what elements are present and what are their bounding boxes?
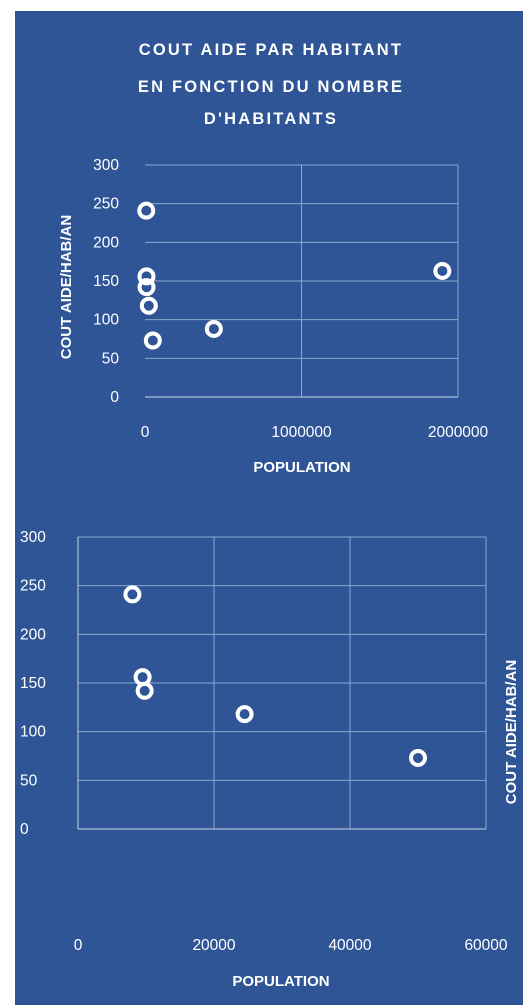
chart-2-y-tick-label: 250: [20, 578, 46, 595]
chart-1-y-tick-label: 50: [102, 350, 120, 367]
chart-1-gridlines: [145, 164, 459, 398]
chart-2-gridlines: [77, 536, 487, 830]
chart-1-data-point: [433, 261, 452, 280]
chart-2-data-point: [235, 705, 254, 724]
chart-1-y-tick-label: 0: [110, 389, 119, 406]
chart-1-x-axis-title: POPULATION: [253, 459, 350, 476]
chart-2-y-tick-label: 0: [20, 821, 29, 838]
chart-1-data-point: [137, 278, 156, 297]
chart-1-x-tick-label: 0: [141, 424, 150, 441]
chart-2-x-tick-label: 0: [74, 937, 83, 954]
chart-1-y-tick-label: 300: [93, 157, 119, 174]
chart-2: 0 50 100 150 200 250 300 0 20000 40000 60000 POPU…: [20, 529, 520, 990]
chart-1-data-point: [137, 267, 156, 286]
chart-2-data-point: [135, 681, 154, 700]
chart-1-data-point: [204, 319, 223, 338]
chart-2-y-tick-label: 200: [20, 626, 46, 643]
chart-1-title-line-3: D'HABITANTS: [204, 110, 338, 128]
chart-1-y-tick-label: 100: [93, 312, 119, 329]
chart-2-data-point: [123, 585, 142, 604]
chart-2-y-tick-label: 150: [20, 675, 46, 692]
chart-1-data-point: [143, 331, 162, 350]
chart-2-x-tick-labels: 0 20000 40000 60000: [74, 937, 508, 954]
chart-1-y-tick-labels: 0 50 100 150 200 250 300: [93, 157, 119, 406]
chart-2-x-tick-label: 60000: [464, 937, 507, 954]
chart-1-y-tick-label: 250: [93, 196, 119, 213]
chart-1-title-line-1: COUT AIDE PAR HABITANT: [139, 41, 403, 59]
chart-1-title-line-2: EN FONCTION DU NOMBRE: [138, 78, 404, 96]
chart-2-x-axis-title: POPULATION: [232, 973, 329, 990]
chart-1-data-point: [137, 201, 156, 220]
chart-2-y-tick-labels: 0 50 100 150 200 250 300: [20, 529, 46, 838]
chart-panel: [15, 11, 523, 1005]
chart-2-data-point: [409, 748, 427, 767]
chart-1-x-tick-labels: 0 1000000 2000000: [141, 424, 489, 441]
chart-1-y-tick-label: 200: [93, 234, 119, 251]
chart-1-y-axis-title: COUT AIDE/HAB/AN: [58, 215, 75, 359]
chart-1: COUT AIDE PAR HABITANT EN FONCTION DU NO…: [58, 41, 489, 476]
chart-1-x-tick-label: 1000000: [271, 424, 332, 441]
chart-2-x-tick-label: 20000: [192, 937, 235, 954]
chart-2-points: [123, 585, 427, 767]
chart-2-y-tick-label: 50: [20, 772, 38, 789]
chart-1-points: [137, 201, 452, 350]
chart-2-y-axis-title: COUT AIDE/HAB/AN: [503, 660, 520, 804]
chart-2-x-tick-label: 40000: [328, 937, 371, 954]
chart-2-y-tick-label: 300: [20, 529, 46, 546]
chart-1-x-tick-label: 2000000: [428, 424, 489, 441]
chart-1-data-point: [139, 296, 158, 315]
chart-2-y-tick-label: 100: [20, 724, 46, 741]
chart-1-y-tick-label: 150: [93, 273, 119, 290]
